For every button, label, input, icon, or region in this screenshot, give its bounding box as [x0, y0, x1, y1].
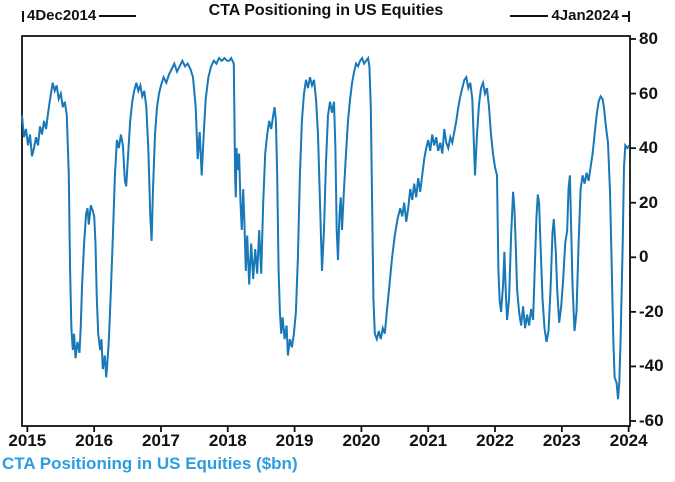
- range-line: [510, 15, 549, 17]
- cta-positioning-series-line: [21, 55, 631, 400]
- end-date-label: 4Jan2024: [551, 7, 619, 24]
- start-date-range-marker: 4Dec2014: [22, 7, 136, 25]
- x-tick-label: 2022: [476, 431, 514, 450]
- range-line: [622, 15, 628, 17]
- range-cap-right-icon: [628, 10, 630, 22]
- x-tick-label: 2018: [208, 431, 247, 450]
- series-caption: CTA Positioning in US Equities ($bn): [2, 454, 298, 473]
- x-tick-label: 2017: [142, 431, 180, 450]
- x-tick-label: 2020: [342, 431, 381, 450]
- chart-title: CTA Positioning in US Equities: [208, 2, 444, 19]
- x-tick-label: 2015: [8, 431, 47, 450]
- x-tick-label: 2019: [275, 431, 314, 450]
- start-date-label: 4Dec2014: [27, 7, 97, 24]
- y-tick-label: -60: [639, 411, 664, 430]
- tick-marks: [26, 38, 636, 432]
- x-tick-label: 2023: [542, 431, 581, 450]
- x-tick-label: 2021: [409, 431, 448, 450]
- range-line: [99, 15, 136, 17]
- axes-frame: [21, 35, 631, 427]
- y-tick-label: 60: [639, 83, 658, 103]
- y-tick-label: 20: [639, 192, 658, 212]
- y-tick-label: 40: [639, 138, 658, 158]
- y-tick-label: -40: [639, 356, 664, 376]
- y-tick-label: 0: [639, 247, 649, 267]
- x-tick-label: 2024: [609, 431, 648, 450]
- x-tick-label: 2016: [75, 431, 114, 450]
- range-cap-left-icon: [22, 10, 24, 22]
- y-tick-label: -20: [639, 301, 664, 321]
- end-date-range-marker: 4Jan2024: [510, 7, 630, 25]
- y-tick-label: 80: [639, 29, 658, 48]
